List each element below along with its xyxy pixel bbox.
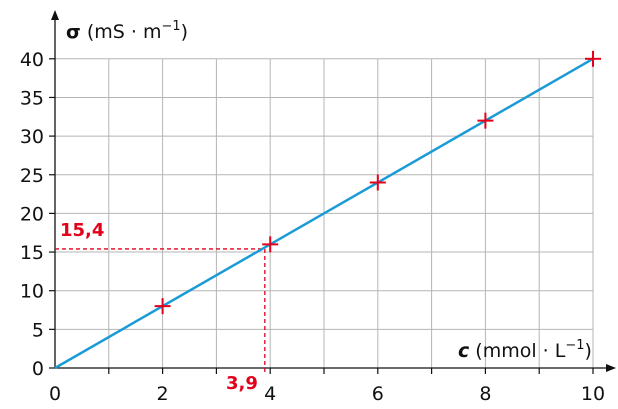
y-tick-label: 35 [20, 87, 44, 109]
annotation-x-value: 3,9 [226, 373, 258, 394]
x-tick-label: 4 [264, 383, 276, 405]
data-point [477, 112, 494, 129]
data-point [262, 236, 279, 253]
x-tick-label: 2 [157, 383, 169, 405]
y-axis-unit: (mS · m [81, 21, 162, 43]
y-axis-unit-close: ) [181, 21, 188, 43]
axes [49, 10, 616, 374]
y-axis-unit-exponent: −1 [161, 19, 180, 34]
fit-line [54, 57, 594, 370]
data-point [154, 298, 171, 315]
x-tick-label: 6 [372, 383, 384, 405]
x-axis-symbol: c [458, 340, 470, 362]
x-axis-arrow [606, 364, 616, 372]
tick-labels: 0 2 4 6 8 10 0 5 10 15 20 25 30 35 40 [20, 49, 605, 405]
y-tick-label: 25 [20, 165, 44, 187]
annotation-guides [55, 248, 266, 372]
y-tick-label: 30 [20, 126, 44, 148]
y-tick-label: 0 [32, 358, 44, 380]
x-tick-label: 8 [479, 383, 491, 405]
annotation-y-value: 15,4 [60, 220, 104, 241]
y-tick-label: 10 [20, 281, 44, 303]
x-axis-unit-exponent: −1 [565, 338, 584, 353]
data-point [369, 174, 386, 191]
y-axis-symbol: σ [66, 21, 81, 43]
y-tick-label: 20 [20, 203, 44, 225]
x-tick-label: 0 [49, 383, 61, 405]
x-tick-label: 10 [581, 383, 605, 405]
data-series [54, 50, 601, 370]
y-tick-label: 15 [20, 242, 44, 264]
y-axis-label: σ (mS · m−1) [66, 19, 188, 43]
y-axis-arrow [51, 10, 59, 20]
x-axis-label: c (mmol · L−1) [458, 338, 592, 362]
data-point [585, 50, 601, 67]
y-tick-label: 5 [32, 319, 44, 341]
x-axis-unit: (mmol · L [469, 340, 565, 362]
y-tick-label: 40 [20, 49, 44, 71]
x-axis-unit-close: ) [585, 340, 592, 362]
